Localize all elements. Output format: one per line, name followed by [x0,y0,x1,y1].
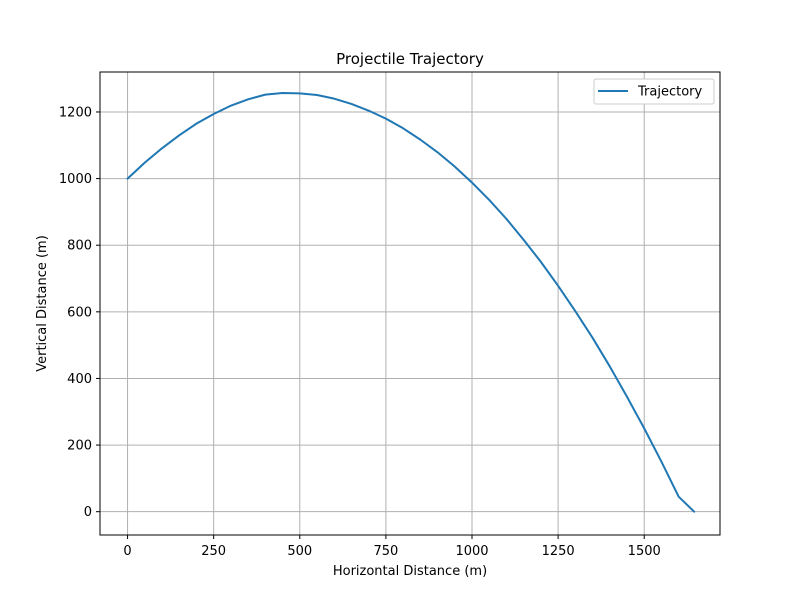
x-tick-label: 1250 [542,544,575,559]
y-tick-label: 800 [67,239,92,254]
x-tick-label: 750 [373,544,398,559]
y-tick-label: 600 [67,305,92,320]
x-tick-label: 1500 [628,544,661,559]
y-axis-title: Vertical Distance (m) [35,235,50,372]
x-axis-title: Horizontal Distance (m) [333,564,487,579]
y-tick-label: 0 [84,505,92,520]
y-tick-label: 1200 [59,105,92,120]
series-layer [126,91,696,513]
y-tick-label: 1000 [59,172,92,187]
y-tick-label: 200 [67,439,92,454]
chart-title: Projectile Trajectory [336,50,484,68]
legend-label-trajectory: Trajectory [637,85,702,100]
legend: Trajectory [593,78,715,105]
x-tick-label: 0 [123,544,131,559]
tick-layer: 0 250 500 750 1000 1250 1500 0 200 400 600 800 1000 1… [59,105,661,559]
x-tick-label: 250 [201,544,226,559]
x-tick-label: 500 [287,544,312,559]
plot-frame [99,71,721,536]
series-line-trajectory [126,91,696,513]
y-tick-label: 400 [67,372,92,387]
legend-box [593,78,715,105]
x-tick-label: 1000 [455,544,488,559]
